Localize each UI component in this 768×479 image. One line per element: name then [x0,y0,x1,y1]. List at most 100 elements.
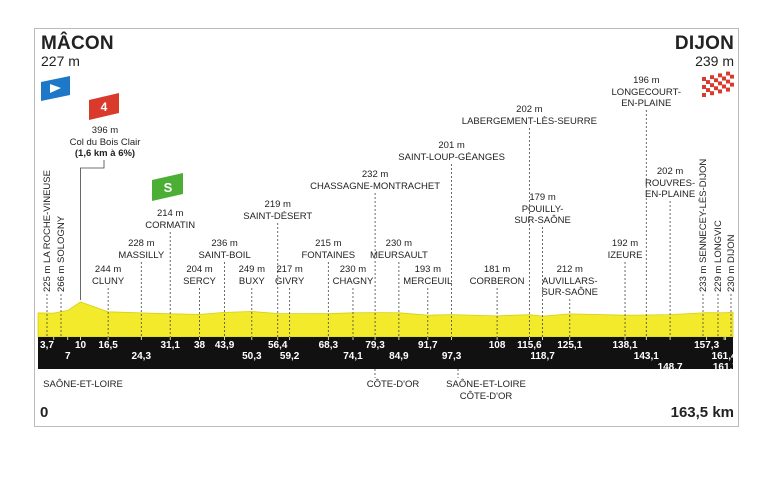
place-name-label: EN-PLAINE [645,189,695,200]
place-altitude-label: 232 m [362,169,388,180]
place-altitude-label: 196 m [633,75,659,86]
finish-flag-cell [714,90,718,95]
start-distance: 0 [40,404,49,421]
vertical-place-label: 233 m SENNECEY-LÈS-DIJON [698,159,709,292]
km-label: 161,7 [713,362,738,373]
place-name-label: SAINT-DÉSERT [243,211,312,222]
km-label: 97,3 [442,351,462,362]
place-name-label: SAINT-LOUP-GÉANGES [398,152,505,163]
finish-flag-cell [702,77,706,81]
place-name-label: CORBERON [470,276,525,287]
km-label: 148,7 [658,362,683,373]
place-name-label: MASSILLY [118,250,164,261]
finish-flag-cell [730,86,734,91]
finish-flag-cell [718,89,722,94]
km-label: 118,7 [530,351,555,362]
place-altitude-label: 181 m [484,264,510,275]
finish-flag-cell [706,88,710,93]
place-altitude-label: 202 m [657,166,683,177]
place-altitude-label: 201 m [438,140,464,151]
finish-flag-cell [726,71,730,76]
finish-flag-cell [722,76,726,81]
km-label: 16,5 [98,340,118,351]
place-altitude-label: 228 m [128,238,154,249]
finish-flag-cell [710,87,714,92]
place-altitude-label: 192 m [612,238,638,249]
finish-flag-cell [718,81,722,86]
finish-flag-cell [718,77,722,82]
place-altitude-label: 236 m [211,238,237,249]
place-name-label: BUXY [239,276,266,287]
place-name-label: EN-PLAINE [621,98,671,109]
km-label: 50,3 [242,351,262,362]
place-name-label: SERCY [183,276,216,287]
region-label: CÔTE-D'OR [460,391,513,402]
sprint-name-label: CORMATIN [145,220,195,231]
place-name-label: CLUNY [92,276,125,287]
finish-altitude: 239 m [695,53,734,69]
place-altitude-label: 202 m [516,104,542,115]
vertical-place-label: 225 m LA ROCHE-VINEUSE [42,170,53,292]
region-label: SAÔNE-ET-LOIRE [43,379,123,390]
km-label: 79,3 [365,340,385,351]
finish-flag-cell [714,82,718,87]
km-label: 157,3 [694,340,719,351]
finish-flag-cell [718,85,722,90]
sprint-altitude-label: 214 m [157,208,183,219]
place-altitude-label: 244 m [95,264,121,275]
finish-flag-cell [722,80,726,85]
finish-flag-cell [702,89,706,93]
place-altitude-label: 230 m [340,264,366,275]
place-altitude-label: 249 m [239,264,265,275]
place-name-label: IZEURE [608,250,643,261]
finish-flag-cell [726,75,730,80]
km-label: 7 [65,351,71,362]
km-label: 56,4 [268,340,288,351]
place-altitude-label: 230 m [386,238,412,249]
vertical-place-label: 229 m LONGVIC [713,220,724,292]
km-label: 24,3 [132,351,152,362]
vertical-place-label: 230 m DIJON [726,234,737,292]
finish-flag-cell [722,88,726,93]
km-label: 91,7 [418,340,438,351]
finish-flag-cell [706,92,710,97]
place-name-label: MEURSAULT [370,250,428,261]
place-altitude-label: 193 m [415,264,441,275]
km-label: 138,1 [613,340,638,351]
total-distance: 163,5 km [670,404,734,421]
place-altitude-label: 215 m [315,238,341,249]
region-label: CÔTE-D'OR [367,379,420,390]
place-name-label: SAINT-BOIL [198,250,250,261]
place-altitude-label: 217 m [276,264,302,275]
place-altitude-label: 179 m [529,192,555,203]
km-label: 84,9 [389,351,409,362]
km-label: 59,2 [280,351,300,362]
finish-flag-cell [710,91,714,96]
climb-name-label: Col du Bois Clair [70,137,141,148]
km-label: 115,6 [517,340,542,351]
finish-flag-cell [710,79,714,84]
finish-flag-cell [702,85,706,89]
finish-flag-cell [730,74,734,79]
place-name-label: LONGECOURT- [612,87,682,98]
place-name-label: ROUVRES- [645,178,695,189]
vertical-place-label: 266 m SOLOGNY [56,215,67,292]
finish-flag-cell [722,72,726,77]
place-name-label: MERCEUIL [403,276,452,287]
climb-leader-line [80,160,105,300]
finish-flag-cell [702,81,706,85]
finish-flag-cell [706,84,710,89]
km-label: 143,1 [634,351,659,362]
climb-detail-label: (1,6 km à 6%) [75,148,135,159]
km-label: 31,1 [160,340,180,351]
km-label: 43,9 [215,340,235,351]
climb-category-badge [89,93,119,120]
climb-altitude-label: 396 m [92,125,118,136]
km-label: 3,7 [40,340,54,351]
start-town: MÂCON [41,33,114,54]
finish-flag-cell [718,73,722,78]
finish-flag-cell [722,84,726,89]
finish-flag-cell [730,70,734,75]
km-label: 68,3 [319,340,339,351]
place-name-label: GIVRY [275,276,305,287]
